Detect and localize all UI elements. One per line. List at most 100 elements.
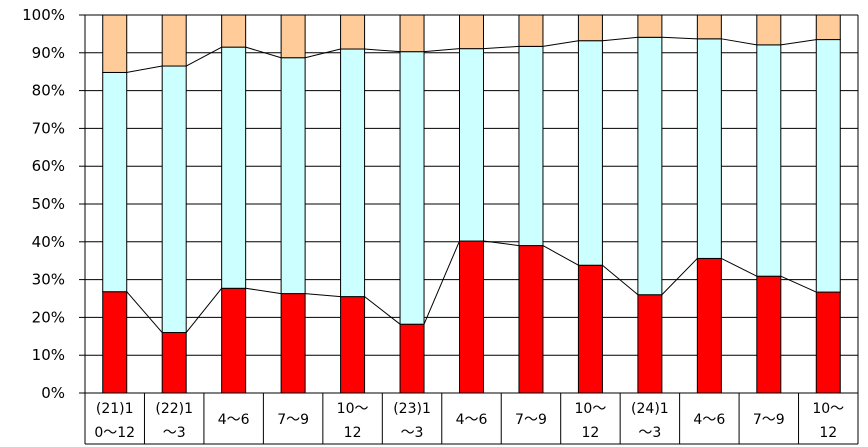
bar-segment bbox=[102, 291, 128, 394]
y-tick-label: 10% bbox=[32, 346, 65, 364]
series-line bbox=[245, 46, 282, 59]
bar-segment bbox=[102, 71, 128, 293]
series-line bbox=[364, 48, 401, 53]
bar-segment bbox=[696, 38, 722, 259]
x-category-label: 12 bbox=[582, 425, 600, 441]
bars bbox=[102, 14, 841, 394]
series-line bbox=[602, 264, 639, 296]
x-category-label: 12 bbox=[344, 425, 362, 441]
series-line bbox=[364, 296, 401, 325]
bar-segment bbox=[161, 65, 187, 334]
bar-segment bbox=[518, 14, 544, 47]
series-line bbox=[483, 45, 519, 50]
bar-segment bbox=[756, 14, 782, 46]
y-tick-labels: 0% 10% 20% 30% 40% 50% 60% 70% 80% 90% 100% bbox=[22, 6, 65, 402]
bar-segment bbox=[815, 291, 841, 394]
x-category-label: 10〜 bbox=[337, 401, 369, 417]
series-line bbox=[483, 240, 520, 247]
series-line bbox=[542, 245, 579, 266]
x-category-label: 〜3 bbox=[401, 425, 424, 441]
series-line bbox=[126, 65, 163, 73]
y-tick-label: 60% bbox=[32, 157, 65, 175]
bar-segment bbox=[637, 294, 663, 394]
y-tick-label: 70% bbox=[32, 119, 65, 137]
bar-segment bbox=[399, 51, 425, 325]
series-line bbox=[126, 291, 163, 333]
bar-segment bbox=[459, 48, 484, 242]
bar-segment bbox=[102, 14, 128, 73]
y-tick-label: 50% bbox=[32, 195, 65, 213]
x-category-label: 7〜9 bbox=[515, 412, 547, 428]
series-line bbox=[245, 287, 282, 295]
y-tick-label: 40% bbox=[32, 233, 65, 251]
series-line bbox=[721, 257, 758, 277]
bar-segment bbox=[399, 14, 425, 53]
x-category-label: 4〜6 bbox=[456, 412, 488, 428]
x-category-label: 7〜9 bbox=[753, 412, 785, 428]
bar-segment bbox=[577, 14, 603, 42]
series-line bbox=[305, 293, 341, 298]
x-category-label: 10〜 bbox=[812, 401, 844, 417]
series-line bbox=[780, 275, 817, 293]
series-line bbox=[423, 240, 460, 325]
x-category-label: 0〜12 bbox=[94, 425, 135, 441]
series-line bbox=[304, 48, 341, 59]
x-category-label: (23)1 bbox=[393, 401, 431, 417]
y-tick-label: 30% bbox=[32, 271, 65, 289]
x-category-label: 7〜9 bbox=[277, 412, 309, 428]
y-tick-label: 90% bbox=[32, 44, 65, 62]
bar-segment bbox=[280, 293, 306, 394]
category-table: (21)1 0〜12 (22)1 〜3 4〜6 7〜9 10〜 12 (23)1 〜3 4〜6 7〜9… bbox=[84, 393, 859, 445]
series-line bbox=[721, 38, 757, 46]
x-category-label: 〜3 bbox=[163, 425, 186, 441]
bar-segment bbox=[280, 14, 306, 59]
x-category-label: 〜3 bbox=[638, 425, 661, 441]
series-line bbox=[602, 36, 638, 42]
x-category-label: (24)1 bbox=[631, 401, 669, 417]
bar-segment bbox=[696, 14, 722, 40]
x-category-label: 10〜 bbox=[575, 401, 607, 417]
bar-segment bbox=[221, 14, 247, 48]
bar-segment bbox=[459, 240, 484, 394]
series-line bbox=[185, 46, 222, 67]
bar-segment bbox=[696, 257, 722, 394]
axes bbox=[79, 14, 859, 444]
series-line bbox=[423, 48, 460, 53]
bar-segment bbox=[221, 46, 247, 289]
bar-segment bbox=[340, 296, 366, 394]
bar-segment bbox=[518, 245, 544, 394]
series-line bbox=[185, 287, 223, 333]
bar-segment bbox=[756, 275, 782, 394]
bar-segment bbox=[280, 57, 306, 295]
x-category-label: 4〜6 bbox=[693, 412, 725, 428]
bar-segment bbox=[637, 36, 663, 296]
x-category-label: (21)1 bbox=[96, 401, 134, 417]
series-line bbox=[661, 36, 698, 40]
bar-segment bbox=[161, 14, 187, 67]
bar-segment bbox=[161, 332, 187, 394]
y-tick-label: 0% bbox=[41, 384, 65, 402]
series-lines bbox=[126, 36, 817, 333]
bar-segment bbox=[518, 45, 544, 247]
bar-segment bbox=[221, 287, 247, 394]
x-category-label: (22)1 bbox=[155, 401, 193, 417]
bar-segment bbox=[756, 44, 782, 277]
bar-segment bbox=[577, 40, 603, 266]
series-line bbox=[661, 258, 698, 296]
y-tick-label: 100% bbox=[22, 6, 65, 24]
bar-segment bbox=[815, 39, 841, 293]
bar-segment bbox=[577, 264, 603, 394]
x-category-label: 12 bbox=[819, 425, 837, 441]
series-line bbox=[542, 40, 579, 47]
bar-segment bbox=[815, 14, 841, 41]
x-category-label: 4〜6 bbox=[218, 412, 250, 428]
y-tick-label: 20% bbox=[32, 308, 65, 326]
bar-segment bbox=[637, 14, 663, 38]
series-line bbox=[780, 39, 817, 46]
bar-segment bbox=[459, 14, 484, 50]
y-tick-label: 80% bbox=[32, 82, 65, 100]
bar-segment bbox=[340, 48, 366, 298]
bar-segment bbox=[399, 323, 425, 394]
bar-segment bbox=[340, 14, 366, 50]
